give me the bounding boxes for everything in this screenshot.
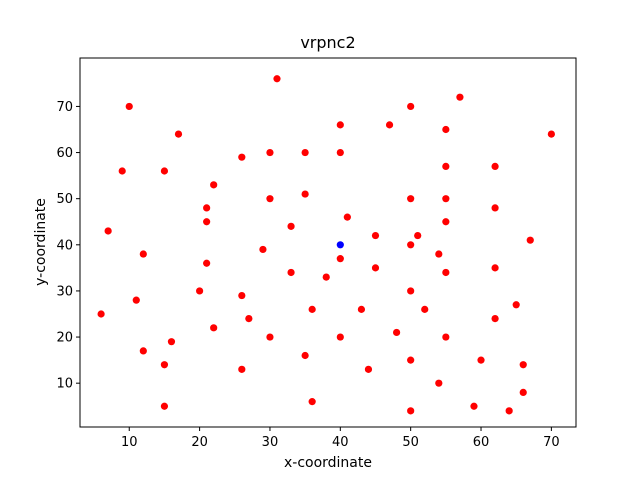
customer-point — [470, 402, 478, 410]
customer-point — [442, 162, 450, 170]
y-axis-label: y-coordinate — [33, 198, 49, 286]
customer-point — [301, 148, 309, 157]
x-tick-label: 70 — [543, 435, 560, 450]
customer-point — [336, 121, 344, 129]
customer-point — [435, 379, 443, 387]
x-tick-label: 30 — [262, 435, 279, 450]
customer-point — [139, 250, 147, 258]
customer-point — [421, 305, 429, 313]
customer-point — [203, 218, 211, 226]
x-axis-ticks: 10 20 30 40 50 60 70 — [121, 427, 560, 450]
customer-point — [442, 268, 450, 277]
customer-point — [442, 333, 450, 341]
customer-point — [435, 250, 443, 258]
customer-point — [167, 338, 176, 346]
customer-point — [442, 125, 450, 134]
customer-point — [174, 130, 183, 138]
customer-point — [308, 398, 316, 406]
customer-point — [196, 287, 204, 295]
customer-point — [336, 255, 344, 263]
customer-point — [407, 407, 415, 415]
depot-point — [336, 241, 344, 249]
customer-point — [336, 148, 344, 157]
customer-point — [442, 218, 450, 226]
customer-point — [407, 356, 415, 364]
customer-point — [477, 356, 485, 364]
customer-point — [512, 301, 520, 309]
plot-area-frame — [79, 57, 577, 428]
x-tick-label: 40 — [332, 435, 349, 450]
x-tick-label: 50 — [402, 435, 419, 450]
customer-point — [266, 195, 274, 203]
y-axis-ticks: 10 20 30 40 50 60 70 — [56, 100, 80, 392]
customer-point — [266, 148, 274, 157]
y-tick-label: 50 — [56, 192, 73, 207]
customer-point — [407, 241, 415, 249]
customer-point — [385, 121, 394, 129]
customer-point — [104, 227, 112, 235]
customer-point — [118, 167, 126, 175]
customer-point — [273, 75, 281, 83]
customer-point — [210, 181, 218, 189]
customer-point — [505, 407, 513, 415]
customer-point — [287, 222, 295, 230]
customer-point — [97, 310, 105, 318]
customer-point — [364, 365, 373, 373]
customer-point — [491, 204, 499, 212]
customer-point — [491, 264, 499, 272]
customer-point — [491, 162, 499, 170]
customer-point — [132, 296, 140, 304]
customer-point — [210, 324, 218, 332]
customer-point — [547, 130, 555, 138]
x-tick-label: 20 — [191, 435, 208, 450]
customer-point — [442, 195, 450, 203]
y-tick-label: 40 — [56, 238, 73, 253]
customer-point — [414, 231, 422, 240]
customer-point — [160, 361, 169, 369]
customer-point — [308, 305, 316, 313]
customer-point — [301, 190, 309, 198]
customer-point — [371, 264, 380, 272]
customer-point — [456, 93, 464, 101]
x-tick-label: 60 — [473, 435, 490, 450]
customer-point — [519, 388, 527, 397]
customer-point — [322, 273, 330, 281]
customer-point — [526, 236, 534, 244]
y-tick-label: 10 — [56, 377, 73, 392]
customer-point — [336, 333, 344, 341]
customer-point — [266, 333, 274, 341]
customer-point — [519, 361, 527, 369]
x-tick-label: 10 — [121, 435, 138, 450]
customer-point — [407, 102, 415, 111]
y-tick-label: 30 — [56, 284, 73, 299]
customer-point — [301, 351, 309, 360]
customer-point — [287, 268, 295, 277]
customer-point — [203, 204, 211, 212]
customer-point — [371, 231, 380, 240]
customer-point — [407, 195, 415, 203]
customer-point — [238, 291, 246, 300]
customer-point — [245, 315, 253, 323]
customer-point — [160, 167, 169, 175]
customer-point — [407, 287, 415, 295]
y-tick-label: 60 — [56, 146, 73, 161]
y-tick-label: 70 — [56, 100, 73, 115]
customer-point — [125, 102, 133, 111]
customer-point — [392, 328, 401, 337]
customer-point — [203, 259, 211, 267]
customer-point — [259, 245, 267, 254]
customer-point — [160, 402, 169, 410]
y-tick-label: 20 — [56, 331, 73, 346]
customer-point — [238, 153, 246, 161]
customer-point — [491, 315, 499, 323]
customer-point — [357, 305, 366, 313]
customer-point — [343, 213, 351, 221]
customer-point — [238, 365, 246, 373]
points-layer — [97, 75, 555, 415]
chart-title: vrpnc2 — [300, 33, 355, 52]
x-axis-label: x-coordinate — [284, 455, 372, 471]
customer-point — [139, 347, 147, 355]
